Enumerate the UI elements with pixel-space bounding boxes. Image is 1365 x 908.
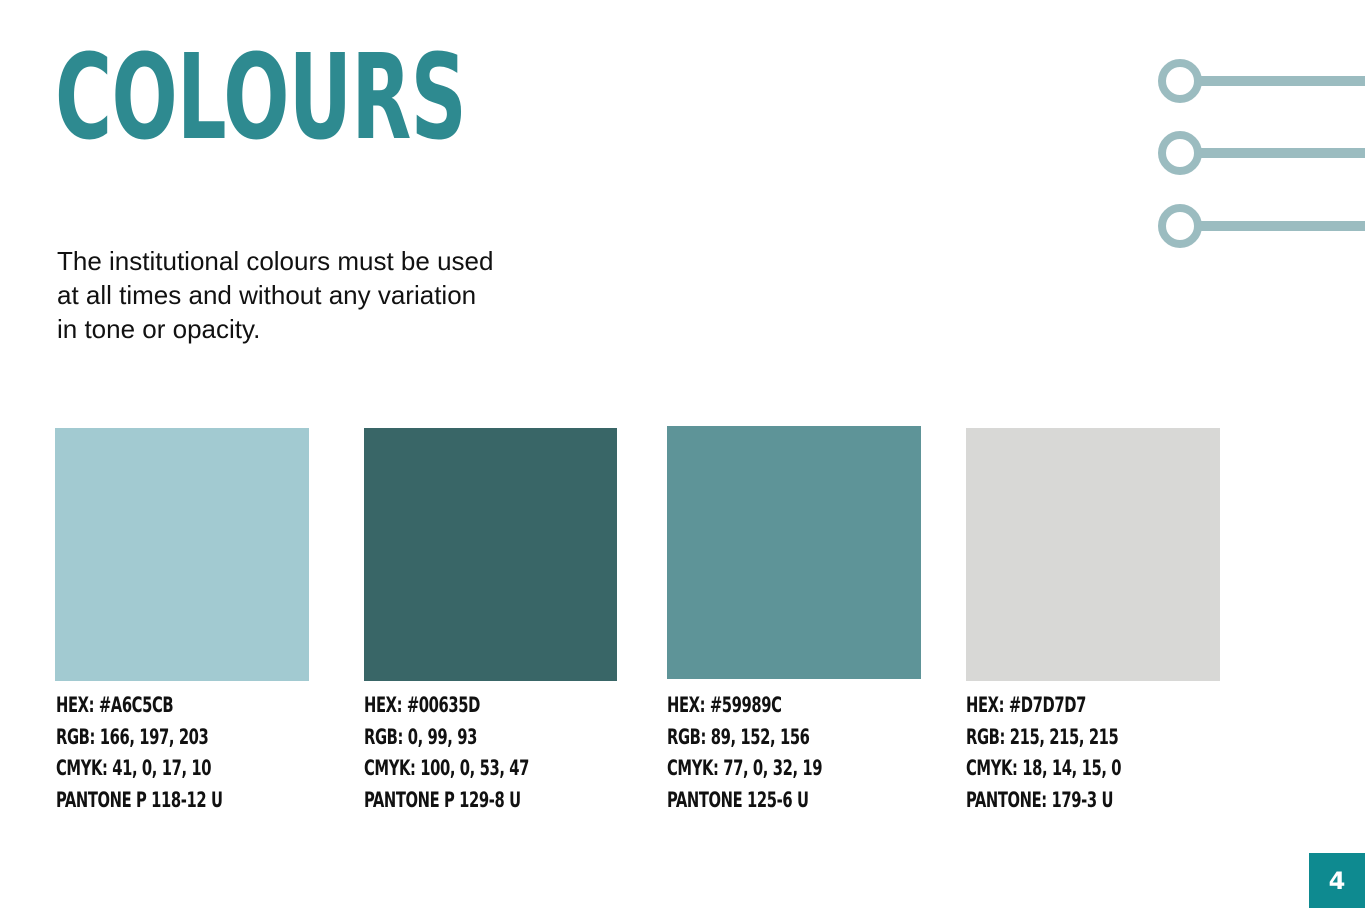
- rgb-value: RGB: 89, 152, 156: [667, 724, 810, 749]
- color-specs-light-grey: HEX: #D7D7D7 RGB: 215, 215, 215 CMYK: 18…: [966, 690, 1236, 817]
- intro-text: The institutional colours must be used a…: [57, 246, 494, 344]
- decor-line-1: [1158, 59, 1365, 103]
- page-title: COLOURS: [55, 28, 467, 166]
- cmyk-value: CMYK: 100, 0, 53, 47: [364, 756, 530, 781]
- color-specs-light-blue: HEX: #A6C5CB RGB: 166, 197, 203 CMYK: 41…: [56, 690, 326, 817]
- decor-line-3: [1158, 204, 1365, 248]
- color-swatch-light-blue: [55, 428, 309, 681]
- color-swatch-teal: [667, 426, 921, 679]
- hex-value: HEX: #00635D: [364, 693, 480, 717]
- decor-line-2: [1158, 131, 1365, 175]
- pantone-value: PANTONE: 179-3 U: [966, 788, 1114, 813]
- cmyk-value: CMYK: 41, 0, 17, 10: [56, 756, 212, 781]
- color-specs-teal: HEX: #59989C RGB: 89, 152, 156 CMYK: 77,…: [667, 690, 937, 817]
- hex-value: HEX: #A6C5CB: [56, 693, 174, 717]
- pantone-value: PANTONE 125-6 U: [667, 788, 809, 813]
- hex-value: HEX: #59989C: [667, 693, 782, 717]
- color-swatch-light-grey: [966, 428, 1220, 681]
- cmyk-value: CMYK: 77, 0, 32, 19: [667, 756, 823, 781]
- decorative-lines-graphic: [1158, 59, 1365, 248]
- hex-value: HEX: #D7D7D7: [966, 693, 1086, 717]
- pantone-value: PANTONE P 129-8 U: [364, 788, 521, 813]
- color-swatch-dark-teal: [364, 428, 617, 681]
- pantone-value: PANTONE P 118-12 U: [56, 788, 223, 813]
- rgb-value: RGB: 166, 197, 203: [56, 724, 209, 749]
- page-number-badge: 4: [1309, 853, 1365, 908]
- rgb-value: RGB: 0, 99, 93: [364, 724, 477, 749]
- rgb-value: RGB: 215, 215, 215: [966, 724, 1119, 749]
- cmyk-value: CMYK: 18, 14, 15, 0: [966, 756, 1122, 781]
- color-specs-dark-teal: HEX: #00635D RGB: 0, 99, 93 CMYK: 100, 0…: [364, 690, 634, 817]
